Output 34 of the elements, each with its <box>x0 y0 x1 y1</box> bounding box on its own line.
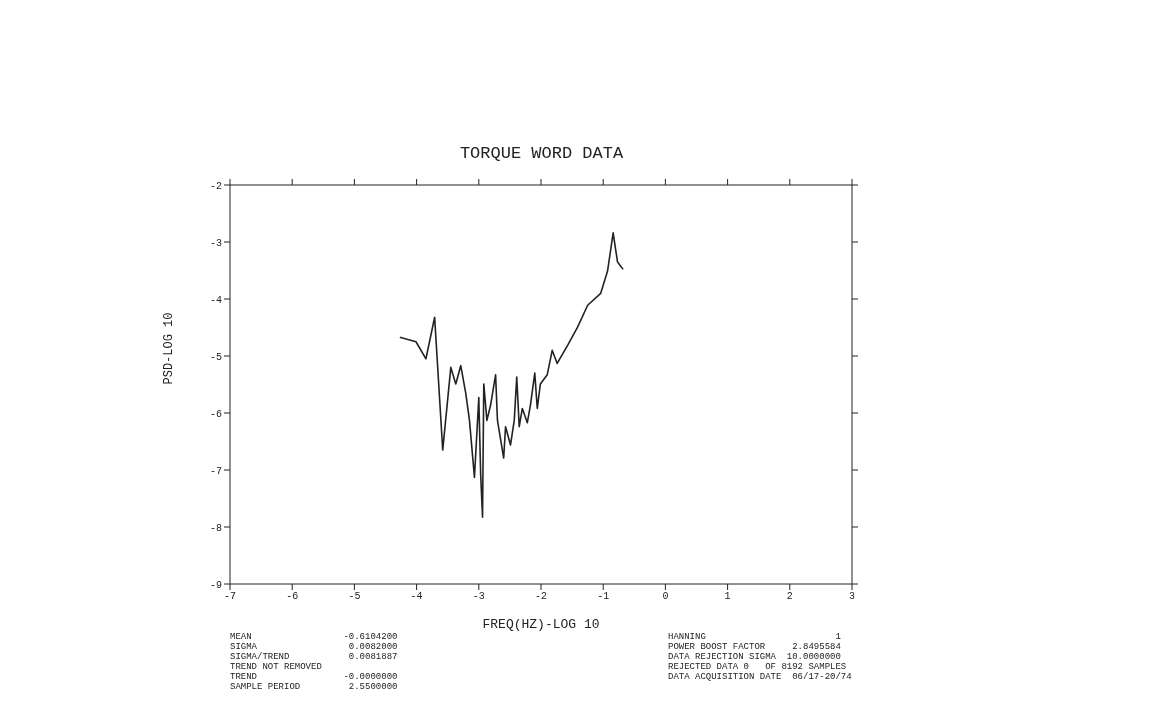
text: TREND NOT REMOVED <box>230 662 323 672</box>
y-axis-title: PSD-LOG 10 <box>162 312 177 385</box>
x-tick-label: -5 <box>348 591 361 603</box>
x-tick-label: -6 <box>286 591 299 603</box>
text: REJECTED DATA 0 OF 8192 SAMPLES <box>668 662 848 672</box>
x-axis-title: FREQ(HZ)-LOG 10 <box>482 617 600 632</box>
text: HANNING 1 <box>668 632 842 642</box>
chart-title: TORQUE WORD DATA <box>458 144 625 163</box>
y-tick-label: -4 <box>209 294 222 306</box>
x-tick-label: -1 <box>597 591 610 603</box>
x-tick-label: 2 <box>786 591 793 603</box>
text: POWER BOOST FACTOR 2.8495584 <box>668 642 842 652</box>
y-tick-label: -3 <box>209 237 222 249</box>
x-tick-label: -4 <box>410 591 423 603</box>
x-tick-label: 0 <box>662 591 669 603</box>
x-tick-label: -7 <box>223 591 237 603</box>
x-tick-label: 1 <box>724 591 731 603</box>
line-series <box>399 232 624 519</box>
y-tick-label: -5 <box>209 351 222 363</box>
text: SIGMA/TREND 0.0081887 <box>230 652 398 662</box>
x-tick-label: -3 <box>472 591 485 603</box>
y-tick-label: -8 <box>209 522 222 534</box>
y-tick-label: -7 <box>209 465 222 477</box>
text: TREND -0.0000000 <box>230 672 398 682</box>
text: SIGMA 0.0082000 <box>230 642 398 652</box>
text: SAMPLE PERIOD 2.5500000 <box>230 682 398 692</box>
text: MEAN -0.6104200 <box>230 632 398 642</box>
x-tick-label: -2 <box>534 591 548 603</box>
text: DATA ACQUISITION DATE 06/17-20/74 <box>668 672 852 682</box>
text: DATA REJECTION SIGMA 10.0000000 <box>668 652 842 662</box>
y-tick-label: -2 <box>209 180 222 192</box>
y-tick-label: -6 <box>209 408 222 420</box>
x-tick-label: 3 <box>848 591 856 603</box>
y-tick-label: -9 <box>209 579 222 591</box>
